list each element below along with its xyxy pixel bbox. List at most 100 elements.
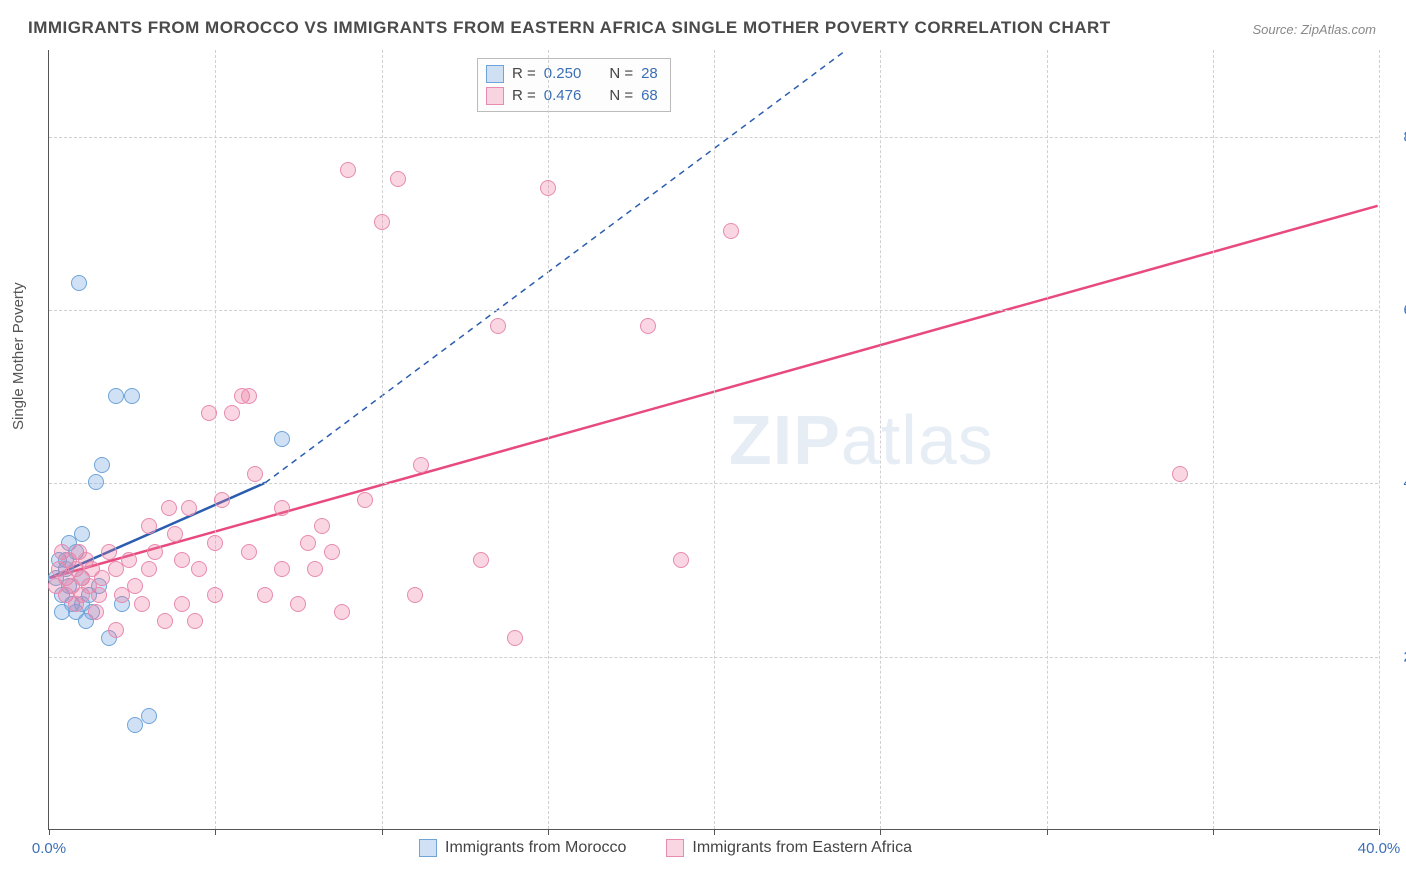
data-point-eastern_africa	[324, 544, 340, 560]
data-point-morocco	[94, 457, 110, 473]
stats-row-eastern_africa: R = 0.476 N = 68	[486, 85, 658, 107]
x-tick-mark	[49, 829, 50, 835]
data-point-eastern_africa	[214, 492, 230, 508]
data-point-eastern_africa	[374, 214, 390, 230]
gridline-v	[382, 50, 383, 829]
data-point-eastern_africa	[147, 544, 163, 560]
data-point-eastern_africa	[473, 552, 489, 568]
legend-label: Immigrants from Eastern Africa	[692, 839, 912, 857]
gridline-v	[714, 50, 715, 829]
r-value: 0.250	[544, 63, 582, 85]
x-tick-label: 0.0%	[32, 840, 66, 857]
plot-area: ZIPatlas R = 0.250N = 28R = 0.476N = 68 …	[48, 50, 1378, 830]
x-tick-mark	[880, 829, 881, 835]
gridline-v	[1047, 50, 1048, 829]
chart-title: IMMIGRANTS FROM MOROCCO VS IMMIGRANTS FR…	[28, 18, 1111, 38]
data-point-eastern_africa	[88, 604, 104, 620]
r-label: R =	[512, 63, 536, 85]
y-axis-label: Single Mother Poverty	[10, 282, 27, 430]
x-tick-mark	[1213, 829, 1214, 835]
data-point-eastern_africa	[723, 223, 739, 239]
data-point-eastern_africa	[274, 561, 290, 577]
data-point-morocco	[141, 708, 157, 724]
data-point-morocco	[71, 275, 87, 291]
x-tick-mark	[382, 829, 383, 835]
data-point-eastern_africa	[357, 492, 373, 508]
y-tick-label: 40.0%	[1386, 475, 1406, 492]
data-point-eastern_africa	[161, 500, 177, 516]
data-point-eastern_africa	[247, 466, 263, 482]
data-point-eastern_africa	[167, 526, 183, 542]
data-point-eastern_africa	[640, 318, 656, 334]
data-point-eastern_africa	[307, 561, 323, 577]
n-label: N =	[609, 63, 633, 85]
data-point-eastern_africa	[187, 613, 203, 629]
x-tick-mark	[215, 829, 216, 835]
data-point-eastern_africa	[241, 544, 257, 560]
data-point-eastern_africa	[340, 162, 356, 178]
gridline-v	[548, 50, 549, 829]
r-label: R =	[512, 85, 536, 107]
data-point-morocco	[88, 474, 104, 490]
data-point-eastern_africa	[134, 596, 150, 612]
stats-legend: R = 0.250 N = 28 R = 0.476 N = 68	[477, 58, 671, 112]
data-point-morocco	[108, 388, 124, 404]
data-point-morocco	[124, 388, 140, 404]
n-label: N =	[609, 85, 633, 107]
data-point-eastern_africa	[540, 180, 556, 196]
watermark: ZIPatlas	[729, 400, 994, 480]
y-tick-label: 20.0%	[1386, 648, 1406, 665]
data-point-eastern_africa	[300, 535, 316, 551]
data-point-eastern_africa	[127, 578, 143, 594]
gridline-v	[1213, 50, 1214, 829]
swatch-icon	[666, 839, 684, 857]
y-tick-label: 60.0%	[1386, 302, 1406, 319]
gridline-v	[880, 50, 881, 829]
data-point-eastern_africa	[241, 388, 257, 404]
data-point-eastern_africa	[507, 630, 523, 646]
data-point-eastern_africa	[207, 587, 223, 603]
data-point-eastern_africa	[207, 535, 223, 551]
data-point-eastern_africa	[191, 561, 207, 577]
data-point-eastern_africa	[1172, 466, 1188, 482]
legend-label: Immigrants from Morocco	[445, 839, 626, 857]
data-point-eastern_africa	[141, 561, 157, 577]
swatch-icon	[486, 87, 504, 105]
series-legend: Immigrants from Morocco Immigrants from E…	[419, 839, 912, 857]
legend-item-morocco: Immigrants from Morocco	[419, 839, 626, 857]
data-point-eastern_africa	[157, 613, 173, 629]
x-tick-mark	[1379, 829, 1380, 835]
data-point-eastern_africa	[174, 596, 190, 612]
stats-row-morocco: R = 0.250 N = 28	[486, 63, 658, 85]
legend-item-eastern_africa: Immigrants from Eastern Africa	[666, 839, 912, 857]
data-point-eastern_africa	[181, 500, 197, 516]
data-point-eastern_africa	[257, 587, 273, 603]
data-point-eastern_africa	[224, 405, 240, 421]
data-point-eastern_africa	[390, 171, 406, 187]
data-point-eastern_africa	[314, 518, 330, 534]
data-point-eastern_africa	[91, 587, 107, 603]
data-point-eastern_africa	[141, 518, 157, 534]
data-point-eastern_africa	[274, 500, 290, 516]
data-point-eastern_africa	[334, 604, 350, 620]
n-value: 68	[641, 85, 658, 107]
source-label: Source: ZipAtlas.com	[1252, 22, 1376, 37]
data-point-eastern_africa	[108, 622, 124, 638]
y-tick-label: 80.0%	[1386, 128, 1406, 145]
data-point-eastern_africa	[201, 405, 217, 421]
x-tick-mark	[714, 829, 715, 835]
swatch-icon	[419, 839, 437, 857]
data-point-eastern_africa	[174, 552, 190, 568]
x-tick-mark	[548, 829, 549, 835]
n-value: 28	[641, 63, 658, 85]
x-tick-mark	[1047, 829, 1048, 835]
data-point-eastern_africa	[673, 552, 689, 568]
data-point-eastern_africa	[121, 552, 137, 568]
data-point-eastern_africa	[101, 544, 117, 560]
data-point-eastern_africa	[490, 318, 506, 334]
r-value: 0.476	[544, 85, 582, 107]
swatch-icon	[486, 65, 504, 83]
data-point-eastern_africa	[413, 457, 429, 473]
gridline-v	[215, 50, 216, 829]
data-point-morocco	[274, 431, 290, 447]
